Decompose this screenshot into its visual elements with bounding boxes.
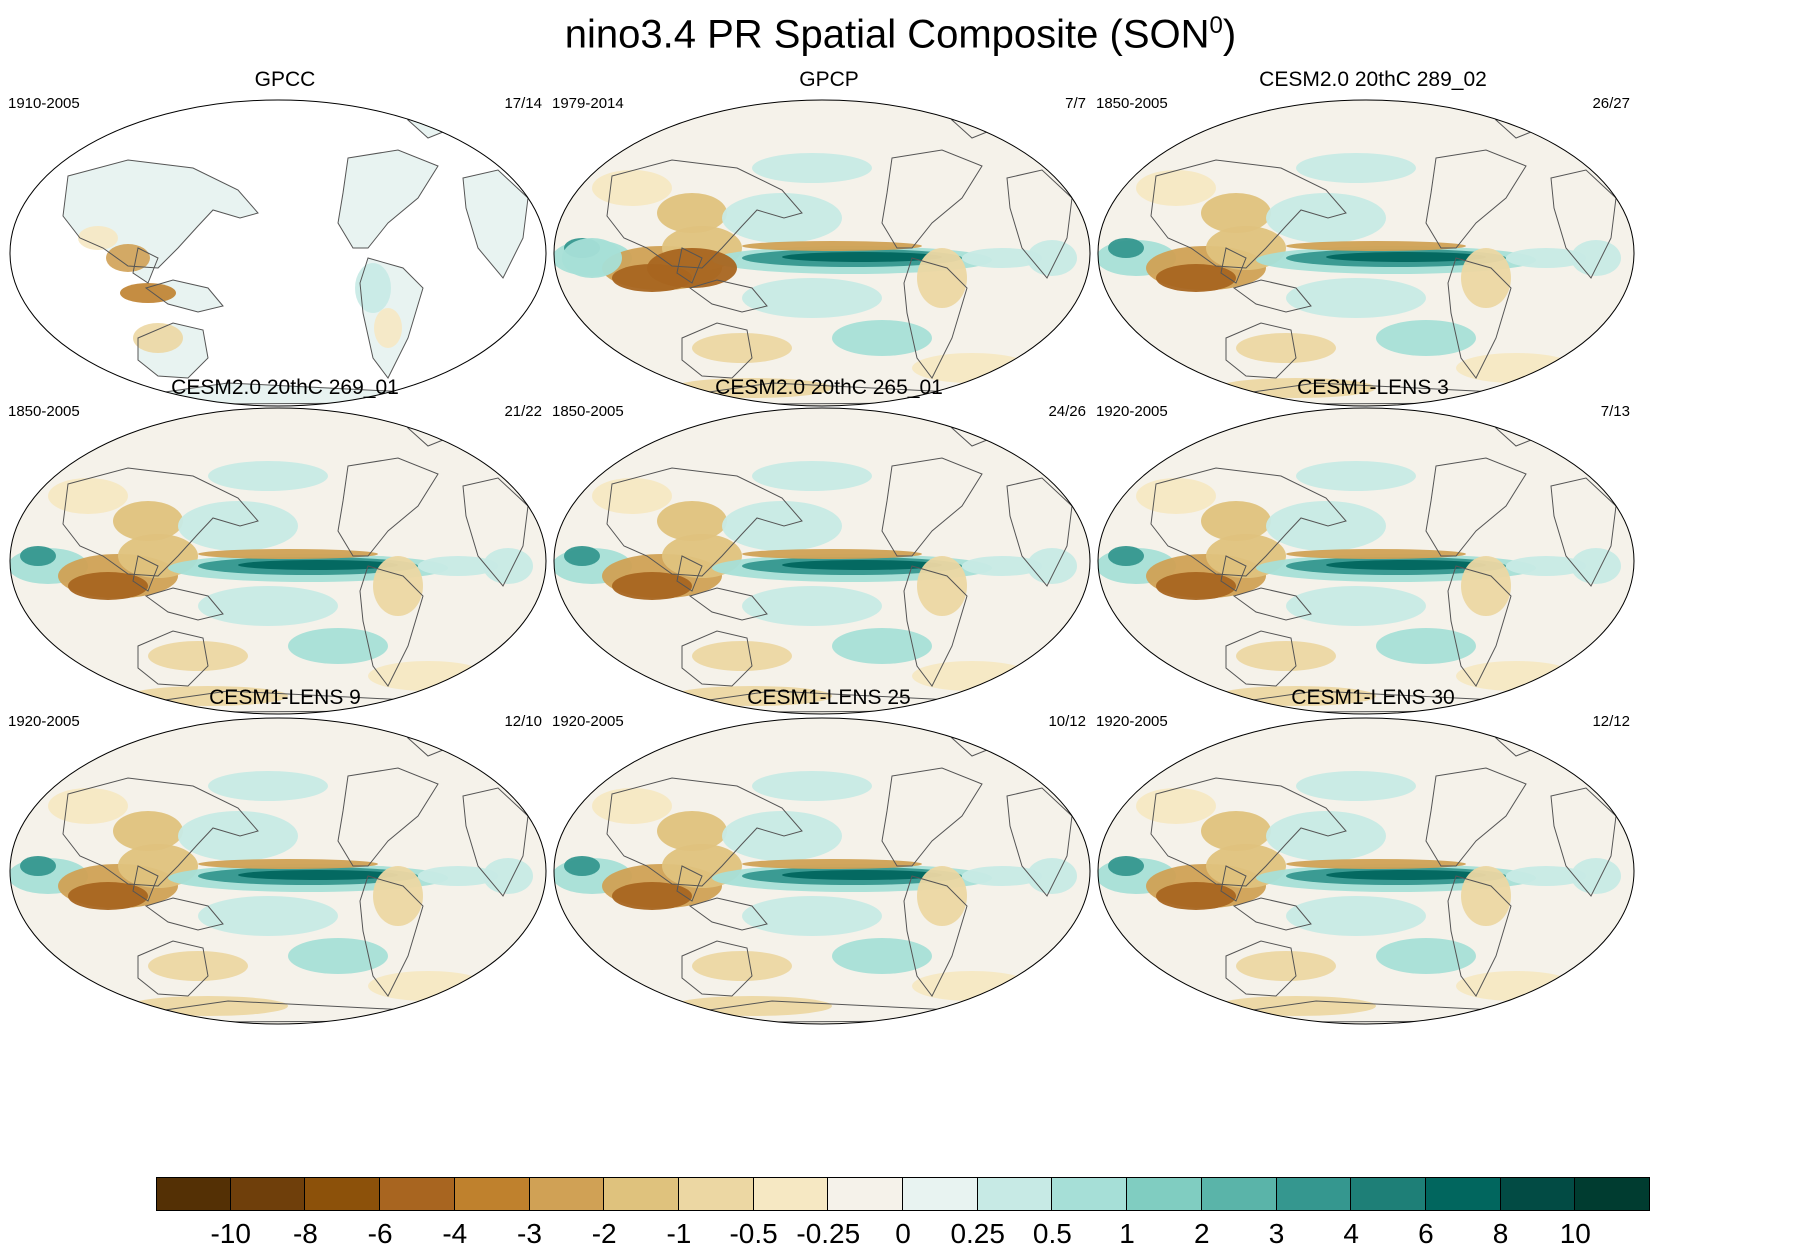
colorbar-swatch bbox=[1201, 1177, 1277, 1211]
panel-years: 1850-2005 bbox=[1096, 95, 1168, 112]
panel-title: CESM1-LENS 30 bbox=[1291, 686, 1455, 709]
colorbar-swatch bbox=[230, 1177, 306, 1211]
figure-title-text: nino3.4 PR Spatial Composite (SON bbox=[564, 12, 1210, 57]
colorbar-swatch bbox=[1052, 1177, 1128, 1211]
figure-title: nino3.4 PR Spatial Composite (SON0) bbox=[0, 12, 1801, 57]
panel-title: CESM2.0 20thC 269_01 bbox=[171, 376, 399, 399]
panel-title: CESM2.0 20thC 265_01 bbox=[715, 376, 943, 399]
colorbar-swatch bbox=[1425, 1177, 1501, 1211]
panel-count: 12/12 bbox=[1592, 713, 1630, 730]
colorbar-tick-label: 0.5 bbox=[1032, 1218, 1072, 1249]
colorbar-tick-label: -3 bbox=[517, 1218, 542, 1249]
colorbar-swatch bbox=[529, 1177, 605, 1211]
panel-title: CESM2.0 20thC 289_02 bbox=[1259, 68, 1487, 91]
panel-count: 7/7 bbox=[1065, 95, 1086, 112]
colorbar-tick-label: -4 bbox=[442, 1218, 468, 1249]
colorbar-swatch bbox=[977, 1177, 1053, 1211]
colorbar-swatch bbox=[1500, 1177, 1576, 1211]
colorbar-swatch bbox=[1575, 1177, 1651, 1211]
colorbar-tick-label: -0.5 bbox=[729, 1218, 778, 1249]
colorbar-tick-label: 10 bbox=[1559, 1218, 1591, 1249]
map-panel: CESM1-LENS 30 1920-2005 12/12 bbox=[1088, 686, 1658, 1036]
panel-years: 1910-2005 bbox=[8, 95, 80, 112]
map-panel: CESM1-LENS 9 1920-2005 12/10 bbox=[0, 686, 570, 1036]
panel-count: 7/13 bbox=[1600, 403, 1630, 420]
map-plot bbox=[9, 407, 547, 715]
colorbar-swatch bbox=[604, 1177, 679, 1211]
colorbar-tick-label: 4 bbox=[1343, 1218, 1359, 1249]
colorbar-tick-label: 1 bbox=[1119, 1218, 1135, 1249]
colorbar-tick-label: 8 bbox=[1492, 1218, 1509, 1249]
panel-years: 1920-2005 bbox=[552, 713, 624, 730]
panel-count: 10/12 bbox=[1048, 713, 1086, 730]
figure-title-superscript: 0 bbox=[1209, 12, 1223, 39]
colorbar-swatch bbox=[156, 1177, 231, 1211]
panel-count: 12/10 bbox=[504, 713, 542, 730]
colorbar-swatch bbox=[305, 1177, 381, 1211]
colorbar-swatch bbox=[678, 1177, 754, 1211]
colorbar-tick-label: 6 bbox=[1418, 1218, 1434, 1249]
panel-title: GPCC bbox=[254, 68, 316, 91]
map-panel: CESM1-LENS 25 1920-2005 10/12 bbox=[544, 686, 1114, 1036]
map-panel: CESM2.0 20thC 265_01 1850-2005 24/26 bbox=[544, 376, 1114, 726]
colorbar-swatch bbox=[1276, 1177, 1352, 1211]
colorbar-tick-label: 0.25 bbox=[950, 1218, 1005, 1249]
panel-count: 21/22 bbox=[504, 403, 542, 420]
colorbar-swatch bbox=[753, 1177, 829, 1211]
panel-years: 1920-2005 bbox=[8, 713, 80, 730]
map-panel: CESM2.0 20thC 269_01 1850-2005 21/22 bbox=[0, 376, 570, 726]
map-panel: CESM2.0 20thC 289_02 1850-2005 26/27 bbox=[1088, 68, 1658, 418]
colorbar-swatch bbox=[454, 1177, 530, 1211]
map-panel: GPCC 1910-2005 17/14 bbox=[0, 68, 570, 418]
colorbar-tick-label: 2 bbox=[1194, 1218, 1210, 1249]
colorbar-tick-label: 3 bbox=[1268, 1218, 1285, 1249]
panel-title: GPCP bbox=[799, 68, 859, 91]
map-plot bbox=[9, 717, 547, 1025]
colorbar-tick-label: -8 bbox=[292, 1218, 318, 1249]
panel-years: 1920-2005 bbox=[1096, 403, 1168, 420]
colorbar bbox=[156, 1177, 1651, 1211]
colorbar-tick-label: 0 bbox=[895, 1218, 911, 1249]
map-plot bbox=[553, 99, 1091, 407]
colorbar-tick-label: -0.25 bbox=[796, 1218, 861, 1249]
panel-years: 1920-2005 bbox=[1096, 713, 1168, 730]
panel-years: 1850-2005 bbox=[552, 403, 624, 420]
colorbar-swatch bbox=[828, 1177, 904, 1211]
panel-title: CESM1-LENS 9 bbox=[209, 686, 361, 709]
colorbar-tick-label: -2 bbox=[591, 1218, 617, 1249]
panel-count: 17/14 bbox=[504, 95, 542, 112]
panel-years: 1850-2005 bbox=[8, 403, 80, 420]
map-plot bbox=[1097, 717, 1635, 1025]
colorbar-tick-label: -1 bbox=[666, 1218, 692, 1249]
colorbar-tick-label: -10 bbox=[210, 1218, 251, 1249]
map-panel: GPCP 1979-2014 7/7 bbox=[544, 68, 1114, 418]
panel-years: 1979-2014 bbox=[552, 95, 624, 112]
panel-count: 26/27 bbox=[1592, 95, 1630, 112]
colorbar-swatch bbox=[1351, 1177, 1426, 1211]
map-plot bbox=[1097, 407, 1635, 715]
colorbar-swatch bbox=[1127, 1177, 1202, 1211]
panel-title: CESM1-LENS 25 bbox=[747, 686, 911, 709]
colorbar-swatch bbox=[380, 1177, 455, 1211]
map-plot bbox=[1097, 99, 1635, 407]
colorbar-tick-label: -6 bbox=[367, 1218, 393, 1249]
map-plot bbox=[553, 717, 1091, 1025]
map-plot bbox=[553, 407, 1091, 715]
map-panel: CESM1-LENS 3 1920-2005 7/13 bbox=[1088, 376, 1658, 726]
colorbar-swatch bbox=[903, 1177, 978, 1211]
panel-count: 24/26 bbox=[1048, 403, 1086, 420]
panel-title: CESM1-LENS 3 bbox=[1297, 376, 1449, 399]
map-plot bbox=[9, 99, 547, 407]
figure-title-close: ) bbox=[1222, 12, 1237, 57]
